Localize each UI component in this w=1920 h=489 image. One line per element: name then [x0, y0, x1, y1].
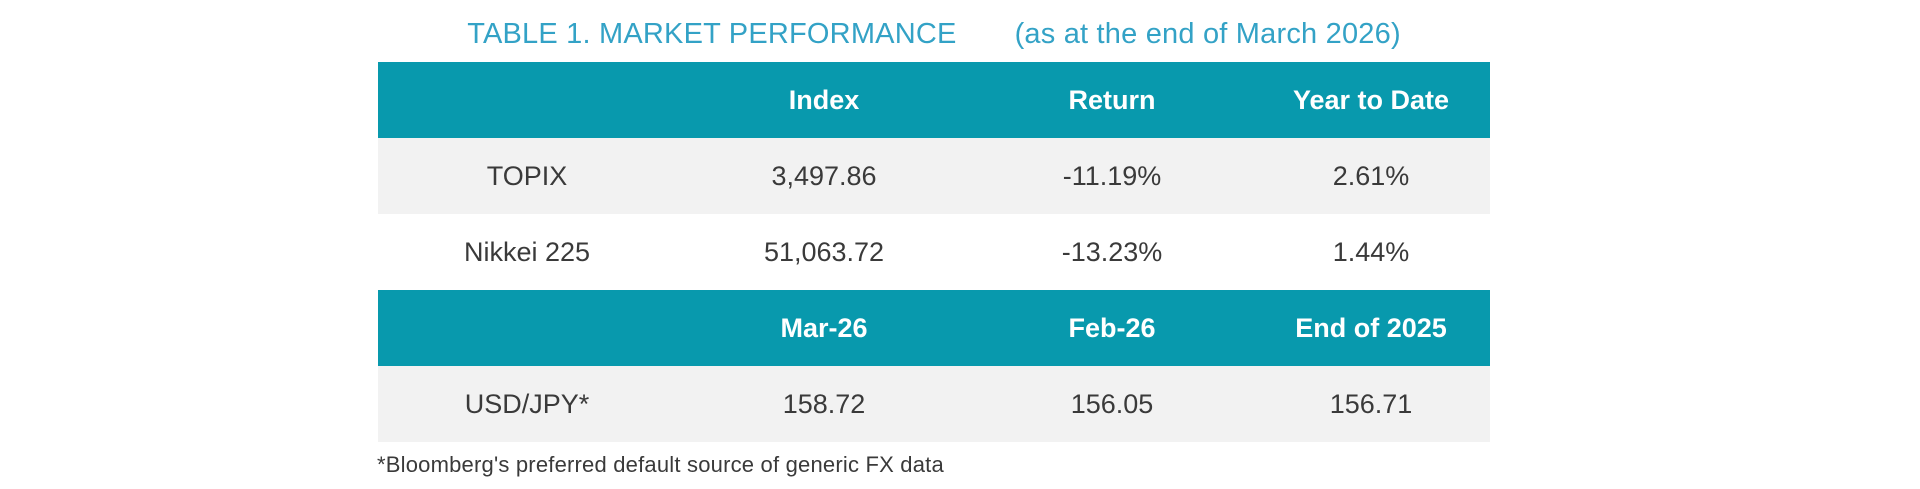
header-cell-mar-26: Mar-26: [780, 312, 868, 343]
header-cell-feb-26: Feb-26: [1068, 312, 1156, 343]
cell-nikkei-index: 51,063.72: [763, 236, 885, 267]
table-row-nikkei: Nikkei 225 51,063.72 -13.23% 1.44%: [378, 214, 1490, 290]
cell-usdjpy-end-of-2025: 156.71: [1329, 388, 1413, 419]
header-cell-end-of-2025: End of 2025: [1295, 312, 1447, 343]
table-header-row-index: Index Return Year to Date: [378, 62, 1490, 138]
header-cell-year-to-date: Year to Date: [1292, 84, 1450, 115]
cell-usdjpy-mar26: 158.72: [782, 388, 866, 419]
cell-topix-return: -11.19%: [1062, 160, 1162, 191]
row-label-topix: TOPIX: [486, 160, 568, 191]
table-row-usdjpy: USD/JPY* 158.72 156.05 156.71: [378, 366, 1490, 442]
cell-topix-ytd: 2.61%: [1332, 160, 1410, 191]
table-header-row-fx: Mar-26 Feb-26 End of 2025: [378, 290, 1490, 366]
table-title-row: TABLE 1. MARKET PERFORMANCE (as at the en…: [378, 18, 1490, 51]
market-performance-table: Index Return Year to Date TOPIX 3,497.86…: [378, 62, 1490, 442]
table-title: TABLE 1. MARKET PERFORMANCE: [467, 18, 957, 50]
table-subtitle: (as at the end of March 2026): [1014, 18, 1401, 50]
header-cell-index: Index: [788, 84, 860, 115]
cell-usdjpy-feb26: 156.05: [1070, 388, 1154, 419]
header-cell-return: Return: [1068, 84, 1156, 115]
footnote: *Bloomberg's preferred default source of…: [377, 452, 944, 477]
cell-nikkei-ytd: 1.44%: [1332, 236, 1410, 267]
row-label-nikkei: Nikkei 225: [463, 236, 591, 267]
table-row-topix: TOPIX 3,497.86 -11.19% 2.61%: [378, 138, 1490, 214]
cell-topix-index: 3,497.86: [771, 160, 877, 191]
row-label-usdjpy: USD/JPY*: [464, 388, 590, 419]
cell-nikkei-return: -13.23%: [1061, 236, 1163, 267]
